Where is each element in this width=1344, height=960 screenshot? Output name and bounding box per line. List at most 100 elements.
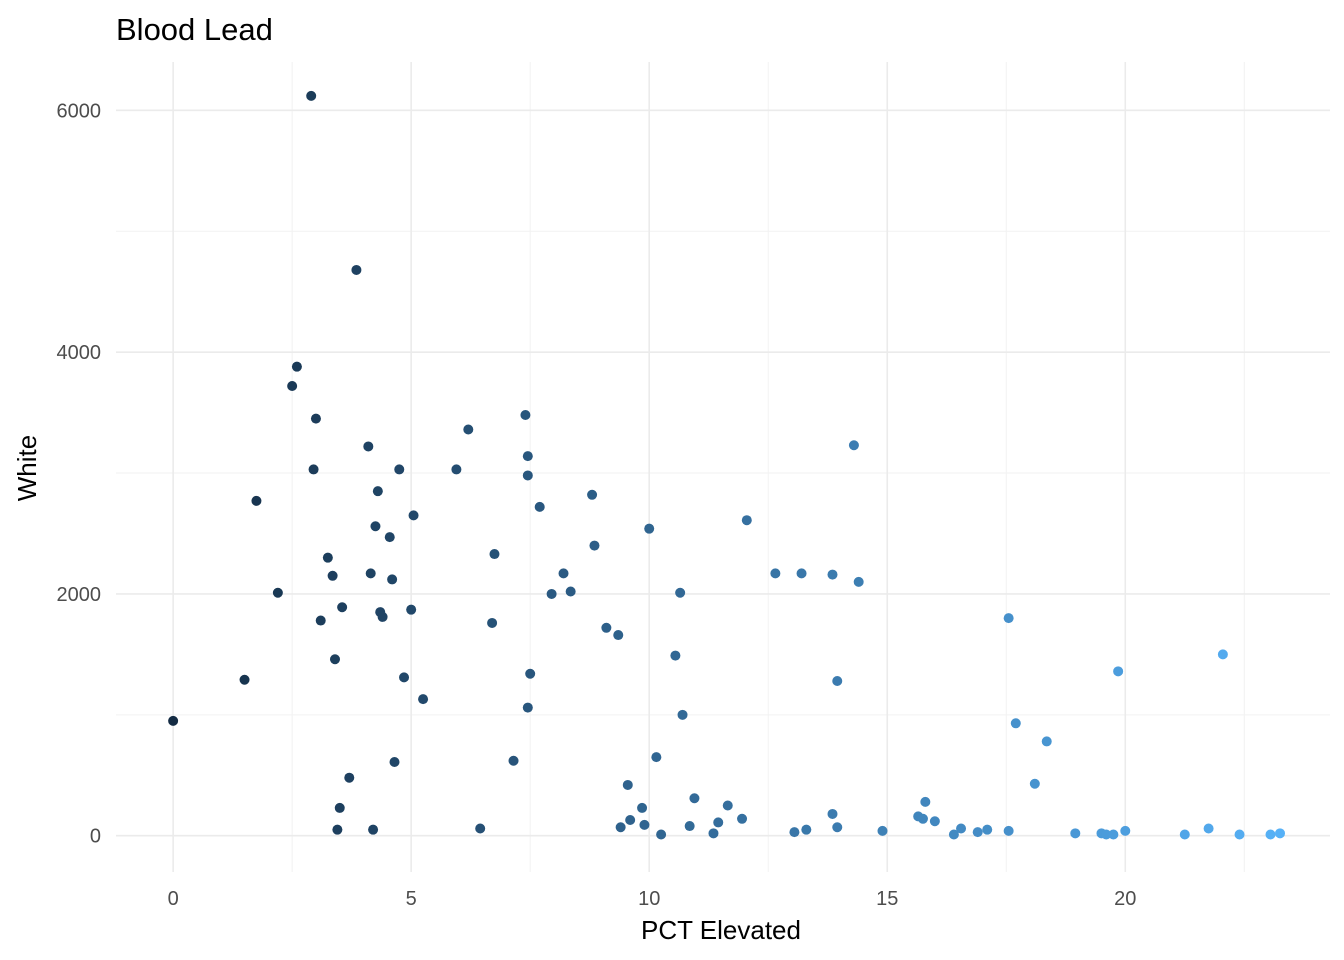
data-point <box>525 668 536 679</box>
data-point <box>708 828 719 839</box>
data-point <box>656 829 667 840</box>
data-point <box>546 588 557 599</box>
data-point <box>1217 649 1228 660</box>
data-point <box>251 495 262 506</box>
data-point <box>1120 825 1131 836</box>
data-point <box>327 570 338 581</box>
data-point <box>689 793 700 804</box>
data-point <box>272 587 283 598</box>
data-point <box>789 827 800 838</box>
data-point <box>344 772 355 783</box>
x-tick-label: 10 <box>638 888 660 910</box>
data-point <box>587 489 598 500</box>
data-point <box>625 815 636 826</box>
data-point <box>770 568 781 579</box>
data-point <box>508 755 519 766</box>
data-point <box>291 361 302 372</box>
data-point <box>389 756 400 767</box>
data-point <box>853 576 864 587</box>
data-point <box>589 540 600 551</box>
data-point <box>1265 829 1276 840</box>
data-point <box>337 602 348 613</box>
data-point <box>613 630 624 641</box>
data-point <box>1179 829 1190 840</box>
data-point <box>368 824 379 835</box>
data-point <box>377 611 388 622</box>
data-point <box>399 672 410 683</box>
data-point <box>239 674 250 685</box>
data-point <box>418 694 429 705</box>
data-point <box>827 569 838 580</box>
data-point <box>601 622 612 633</box>
data-points <box>168 90 1286 840</box>
data-point <box>920 796 931 807</box>
data-point <box>394 464 405 475</box>
data-point <box>948 829 959 840</box>
data-point <box>365 568 376 579</box>
grid <box>116 62 1330 872</box>
data-point <box>463 424 474 435</box>
data-point <box>1003 825 1014 836</box>
data-point <box>522 702 533 713</box>
data-point <box>1203 823 1214 834</box>
data-point <box>534 501 545 512</box>
data-point <box>406 604 417 615</box>
data-point <box>929 816 940 827</box>
data-point <box>832 822 843 833</box>
data-point <box>1010 718 1021 729</box>
data-point <box>1108 829 1119 840</box>
data-point <box>451 464 462 475</box>
data-point <box>1070 828 1081 839</box>
data-point <box>848 440 859 451</box>
data-point <box>351 264 362 275</box>
data-point <box>1029 778 1040 789</box>
x-tick-label: 15 <box>876 888 898 910</box>
x-axis-ticks: 0 5 10 15 20 <box>168 888 1137 910</box>
data-point <box>408 510 419 521</box>
data-point <box>1041 736 1052 747</box>
data-point <box>168 715 179 726</box>
data-point <box>475 823 486 834</box>
y-axis-ticks: 0 2000 4000 6000 <box>57 100 102 847</box>
data-point <box>675 587 686 598</box>
data-point <box>334 802 345 813</box>
data-point <box>832 675 843 686</box>
data-point <box>615 822 626 833</box>
data-point <box>956 823 967 834</box>
data-point <box>520 410 531 421</box>
chart-title: Blood Lead <box>116 12 273 47</box>
data-point <box>332 824 343 835</box>
y-tick-label: 4000 <box>57 342 102 364</box>
data-point <box>487 617 498 628</box>
data-point <box>522 470 533 481</box>
data-point <box>1113 666 1124 677</box>
x-tick-label: 0 <box>168 888 179 910</box>
data-point <box>363 441 374 452</box>
y-tick-label: 6000 <box>57 100 102 122</box>
y-tick-label: 0 <box>90 826 101 848</box>
y-axis-title: White <box>12 435 42 501</box>
data-point <box>917 813 928 824</box>
data-point <box>306 90 317 101</box>
data-point <box>489 549 500 560</box>
data-point <box>677 709 688 720</box>
data-point <box>315 615 326 626</box>
data-point <box>329 654 340 665</box>
data-point <box>801 824 812 835</box>
data-point <box>651 752 662 763</box>
data-point <box>972 827 983 838</box>
data-point <box>827 808 838 819</box>
data-point <box>982 824 993 835</box>
data-point <box>644 523 655 534</box>
y-tick-label: 2000 <box>57 584 102 606</box>
data-point <box>384 532 395 543</box>
data-point <box>796 568 807 579</box>
data-point <box>565 586 576 597</box>
data-point <box>322 552 333 563</box>
data-point <box>310 413 321 424</box>
data-point <box>370 521 381 532</box>
data-point <box>622 779 633 790</box>
data-point <box>308 464 319 475</box>
data-point <box>670 650 681 661</box>
data-point <box>877 825 888 836</box>
